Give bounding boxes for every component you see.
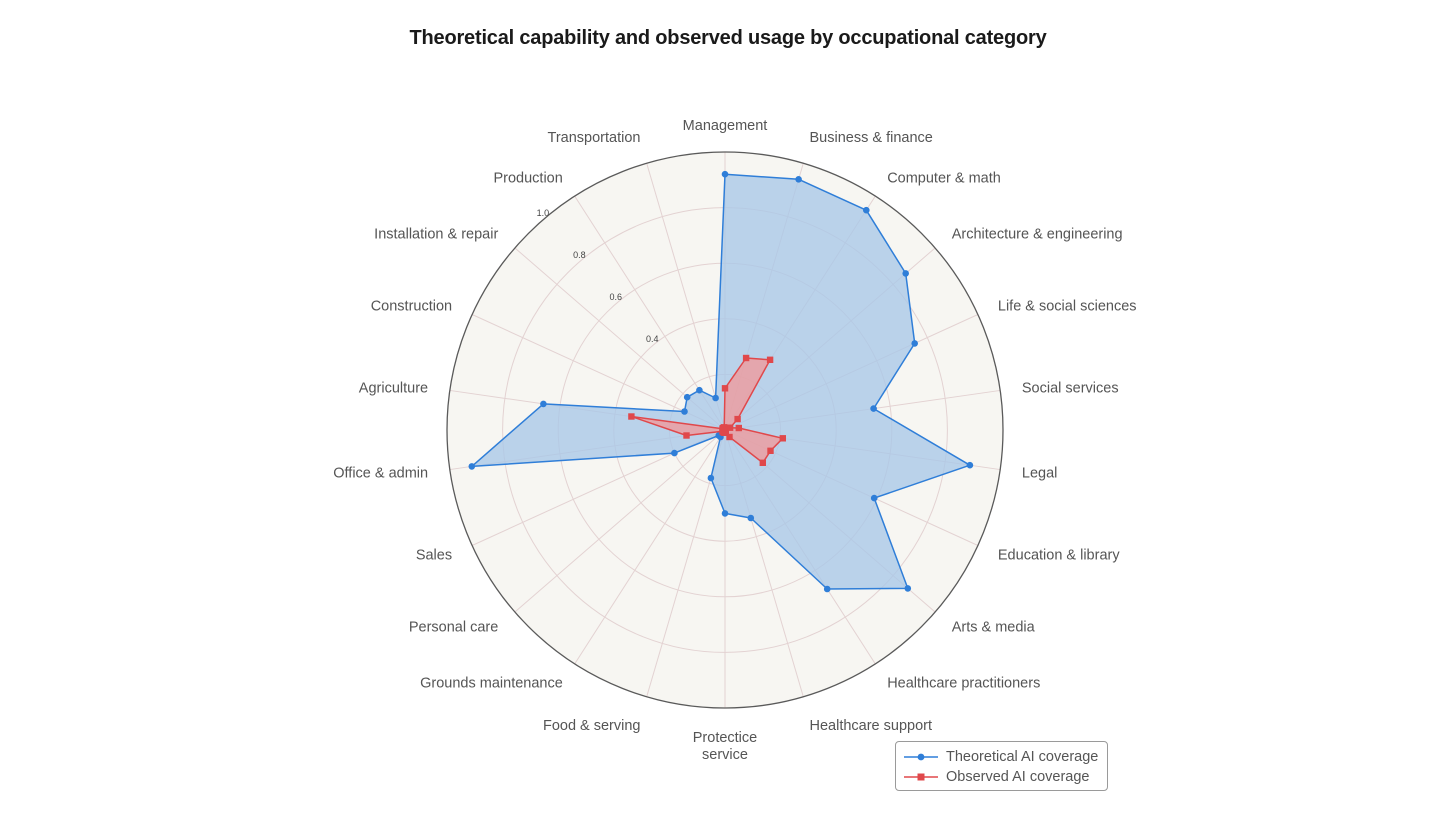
category-label-construction: Construction [371,298,452,314]
radar-series [468,170,974,593]
point-observed-ai-coverage-office-admin [683,432,690,439]
category-label-healthcare-practitioners: Healthcare practitioners [887,675,1040,691]
point-observed-ai-coverage-healthcare-practitioners [726,433,733,441]
point-theoretical-ai-coverage-healthcare-support [747,514,755,522]
point-observed-ai-coverage-transportation [721,424,728,431]
grid-spoke [514,429,726,613]
category-label-personal-care: Personal care [409,620,498,636]
point-theoretical-ai-coverage-life-social-sciences [911,340,918,347]
point-theoretical-ai-coverage-computer-math [863,206,870,214]
outer-ring [446,151,1004,709]
point-observed-ai-coverage-legal [779,435,786,442]
legend: Theoretical AI coverage Observed AI cove… [895,741,1108,791]
point-observed-ai-coverage-management [721,385,729,392]
point-observed-ai-coverage-business-finance [742,354,750,362]
category-label-social-services: Social services [1022,380,1119,396]
point-observed-ai-coverage-social-services [735,424,742,432]
point-theoretical-ai-coverage-protectice-service [721,510,729,517]
point-observed-ai-coverage-life-social-sciences [726,424,734,431]
legend-label-theoretical: Theoretical AI coverage [946,749,1099,765]
point-observed-ai-coverage-education-library [767,447,774,454]
point-theoretical-ai-coverage-healthcare-practitioners [823,585,831,593]
category-label-life-social-sciences: Life & social sciences [998,298,1137,314]
point-theoretical-ai-coverage-construction [681,408,688,415]
legend-item-theoretical: Theoretical AI coverage [904,748,1098,766]
category-label-installation-repair: Installation & repair [374,227,498,243]
grid-spoke [646,163,726,431]
category-label-computer-math: Computer & math [887,171,1001,187]
grid-spoke [574,429,726,665]
point-observed-ai-coverage-arts-media [759,459,766,466]
tick-label: 0.6 [610,292,623,302]
category-labels: Management Business & finance Computer & m… [333,118,1136,763]
point-theoretical-ai-coverage-management [721,170,729,178]
point-theoretical-ai-coverage-architecture-engineering [902,270,909,277]
legend-key-theoretical [904,753,938,761]
point-theoretical-ai-coverage-arts-media [904,585,912,592]
category-label-education-library: Education & library [998,548,1120,564]
point-observed-ai-coverage-agriculture [628,413,635,420]
point-theoretical-ai-coverage-installation-repair [683,393,691,401]
category-label-sales: Sales [416,548,452,564]
point-theoretical-ai-coverage-education-library [870,494,878,502]
point-theoretical-ai-coverage-food-serving [707,474,715,482]
legend-item-observed: Observed AI coverage [904,768,1089,786]
tick-label: 0.8 [573,250,586,260]
legend-key-observed [904,773,938,781]
tick-label: 0.4 [646,334,659,344]
point-observed-ai-coverage-architecture-engineering [734,415,741,423]
tick-label: 1.0 [537,208,550,218]
category-label-agriculture: Agriculture [359,380,428,396]
category-label-legal: Legal [1022,466,1057,482]
point-theoretical-ai-coverage-social-services [870,405,877,412]
point-theoretical-ai-coverage-agriculture [540,400,547,408]
legend-label-observed: Observed AI coverage [946,769,1090,785]
category-label-grounds-maintenance: Grounds maintenance [420,675,563,691]
category-label-office-admin: Office & admin [333,466,428,482]
point-theoretical-ai-coverage-office-admin [468,463,476,470]
category-label-protectice-service: Protectice service [693,730,757,763]
point-theoretical-ai-coverage-transportation [712,394,719,402]
category-label-management: Management [683,118,768,134]
chart-title: Theoretical capability and observed usag… [409,27,1047,49]
category-label-arts-media: Arts & media [952,620,1036,636]
radial-tick-labels: 0.4 0.6 0.8 1.0 [537,208,659,344]
point-theoretical-ai-coverage-production [696,386,703,394]
category-label-transportation: Transportation [548,130,641,146]
category-label-business-finance: Business & finance [810,130,933,146]
category-label-architecture-engineering: Architecture & engineering [952,227,1123,243]
category-label-food-serving: Food & serving [543,718,641,734]
point-theoretical-ai-coverage-legal [966,461,974,469]
point-theoretical-ai-coverage-business-finance [795,176,802,183]
category-label-production: Production [493,171,562,187]
point-theoretical-ai-coverage-sales [671,449,678,457]
point-observed-ai-coverage-computer-math [766,356,774,363]
category-label-healthcare-support: Healthcare support [810,718,933,734]
